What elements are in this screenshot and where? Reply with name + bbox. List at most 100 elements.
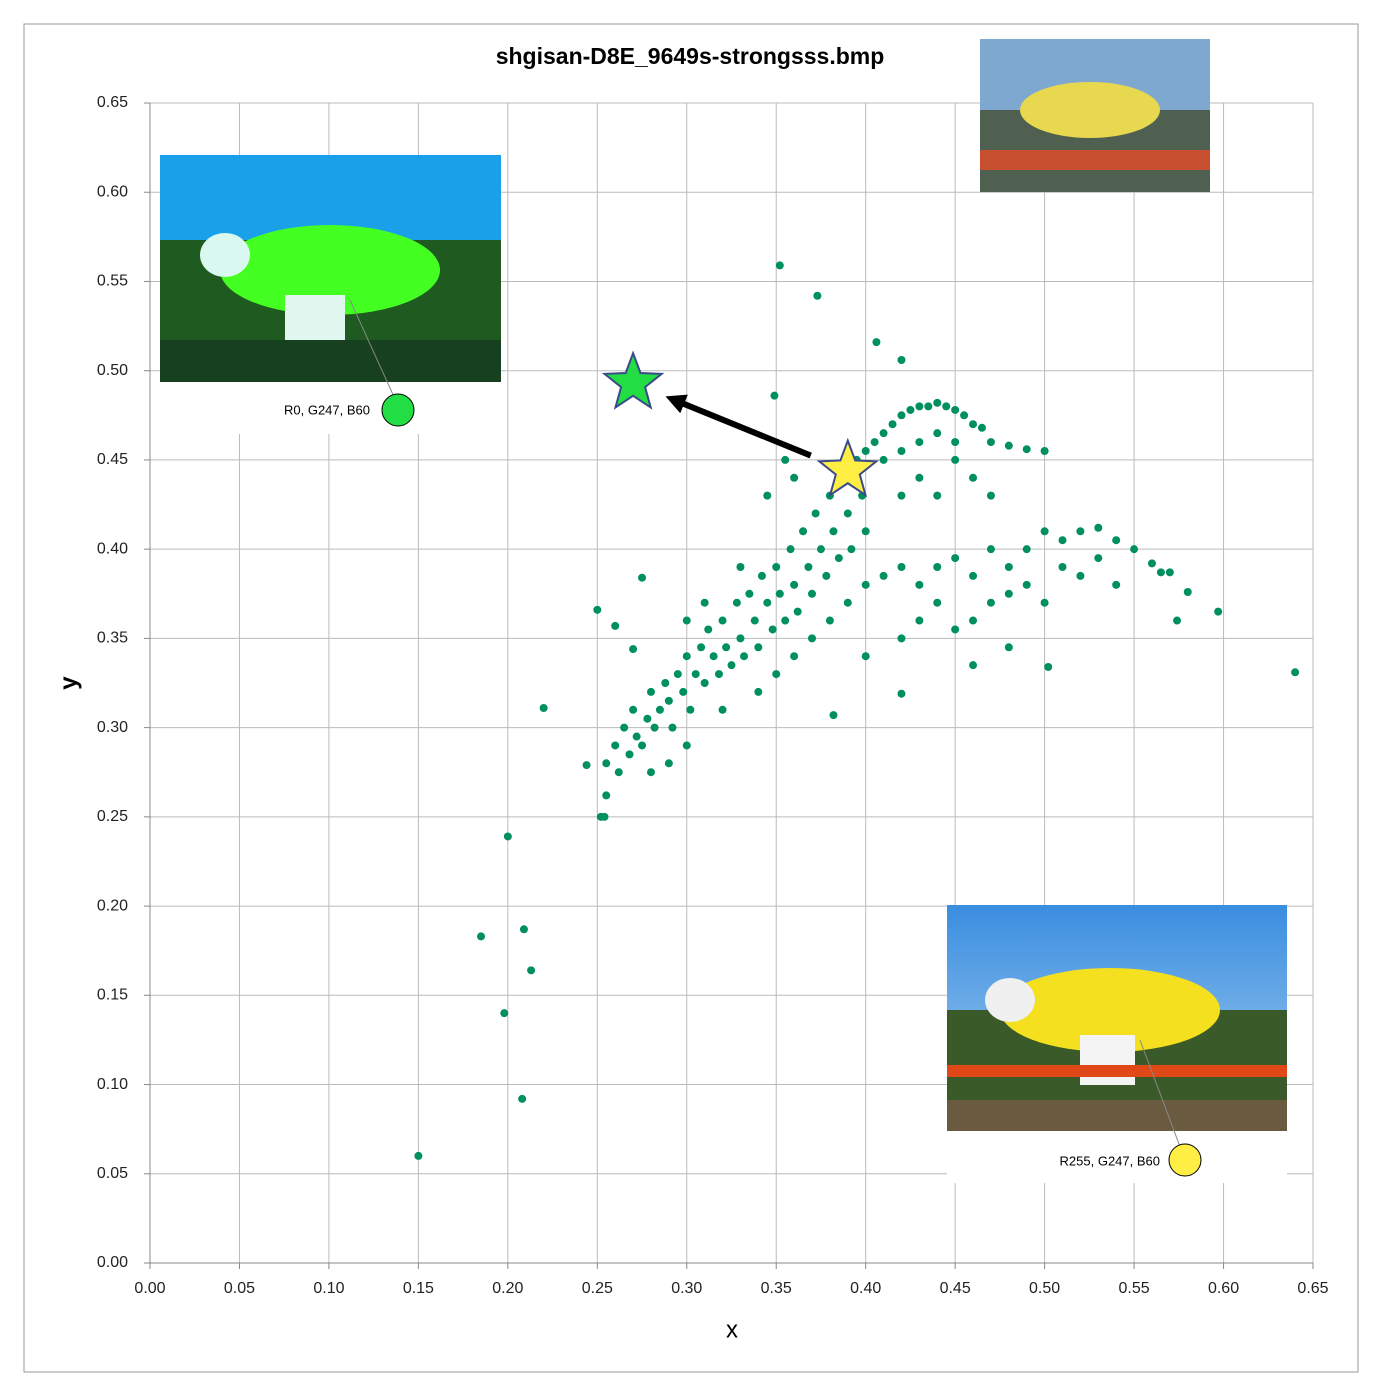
x-tick-label: 0.30: [671, 1280, 702, 1297]
point: [843, 598, 852, 607]
point: [697, 643, 706, 652]
point: [1094, 554, 1103, 563]
point: [602, 759, 611, 768]
point: [503, 832, 512, 841]
y-tick-label: 0.40: [97, 540, 128, 557]
point: [915, 616, 924, 625]
point: [924, 402, 933, 411]
point: [519, 925, 528, 934]
point: [888, 420, 897, 429]
point: [1058, 536, 1067, 545]
point: [951, 625, 960, 634]
x-tick-label: 0.55: [1119, 1280, 1150, 1297]
point: [763, 598, 772, 607]
point: [1004, 643, 1013, 652]
y-tick-label: 0.05: [97, 1165, 128, 1182]
point: [668, 723, 677, 732]
point: [834, 554, 843, 563]
point: [775, 261, 784, 270]
point: [847, 545, 856, 554]
point: [732, 598, 741, 607]
point: [1022, 545, 1031, 554]
point: [691, 670, 700, 679]
point: [933, 563, 942, 571]
color-swatch: [1168, 1143, 1202, 1177]
point: [969, 473, 978, 482]
point: [768, 625, 777, 634]
point: [638, 573, 647, 582]
point: [879, 455, 888, 464]
y-tick-label: 0.30: [97, 719, 128, 736]
point: [500, 1009, 509, 1018]
x-tick-label: 0.15: [403, 1280, 434, 1297]
y-tick-label: 0.60: [97, 183, 128, 200]
point: [1022, 580, 1031, 589]
point: [816, 545, 825, 554]
point: [593, 605, 602, 614]
y-tick-label: 0.50: [97, 362, 128, 379]
point: [1130, 545, 1139, 554]
point: [969, 616, 978, 625]
point: [686, 705, 695, 714]
y-tick-label: 0.15: [97, 987, 128, 1004]
y-tick-label: 0.00: [97, 1254, 128, 1271]
y-tick-label: 0.55: [97, 273, 128, 290]
point: [793, 607, 802, 616]
point: [1156, 568, 1165, 577]
point: [825, 616, 834, 625]
point: [933, 491, 942, 500]
point: [1183, 587, 1192, 596]
point: [1147, 559, 1156, 568]
point: [714, 670, 723, 679]
point: [722, 643, 731, 652]
point: [718, 616, 727, 625]
point: [897, 411, 906, 420]
point: [861, 580, 870, 589]
star-marker: [816, 437, 880, 498]
point: [879, 429, 888, 438]
point: [790, 580, 799, 589]
point: [1040, 527, 1049, 536]
x-tick-label: 0.50: [1029, 1280, 1060, 1297]
point: [915, 473, 924, 482]
star-marker: [601, 350, 665, 410]
x-tick-label: 0.45: [940, 1280, 971, 1297]
point: [709, 652, 718, 661]
point: [611, 621, 620, 630]
point: [1076, 571, 1085, 580]
x-tick-label: 0.60: [1208, 1280, 1239, 1297]
point: [718, 705, 727, 714]
point: [861, 447, 870, 455]
point: [790, 473, 799, 482]
point: [1004, 563, 1013, 571]
point: [754, 687, 763, 696]
point: [969, 661, 978, 670]
point: [1173, 616, 1182, 625]
color-swatch: [381, 393, 415, 427]
point: [727, 661, 736, 670]
point: [582, 761, 591, 770]
point: [951, 455, 960, 464]
point: [951, 554, 960, 563]
point: [808, 589, 817, 598]
arrow-head: [665, 394, 688, 414]
point: [745, 589, 754, 598]
x-tick-label: 0.35: [761, 1280, 792, 1297]
point: [673, 670, 682, 679]
point: [632, 732, 641, 741]
point: [915, 580, 924, 589]
point: [906, 405, 915, 414]
point: [518, 1094, 527, 1103]
point: [969, 420, 978, 429]
point: [781, 616, 790, 625]
point: [772, 563, 781, 571]
point: [1112, 536, 1121, 545]
point: [539, 703, 548, 712]
point: [897, 689, 906, 698]
y-tick-label: 0.65: [97, 94, 128, 111]
point: [1040, 447, 1049, 455]
x-tick-label: 0.65: [1297, 1280, 1328, 1297]
point: [933, 398, 942, 407]
point: [781, 455, 790, 464]
